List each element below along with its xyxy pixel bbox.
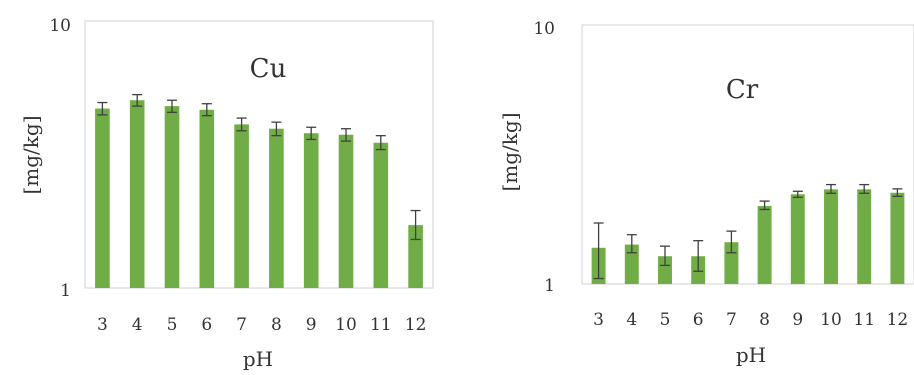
chart-cu-errorbar-ph-7 (236, 117, 247, 132)
chart-cr-errorbar-ph-8 (759, 200, 770, 211)
chart-cu-errorbar-ph-4 (132, 93, 143, 107)
chart-cu-bar-ph-7 (234, 124, 249, 288)
chart-cu-plot-area (84, 20, 434, 289)
chart-cr-errorbar-ph-12 (892, 188, 903, 197)
chart-cr-bar-ph-8 (757, 206, 772, 284)
chart-cu-ytick-top: 10 (49, 16, 71, 36)
chart-cr-bar-ph-10 (824, 189, 838, 284)
chart-cu-xtick-5: 5 (167, 315, 178, 335)
chart-cr-errorbar-ph-6 (693, 240, 704, 272)
chart-cu-bar-ph-10 (338, 134, 354, 288)
chart-cu-bar-ph-8 (269, 128, 284, 288)
chart-cu-xtick-4: 4 (132, 315, 143, 335)
chart-cr-xtick-10: 10 (820, 310, 842, 330)
chart-cu-bar-ph-12 (408, 225, 423, 288)
chart-cr-errorbar-ph-3 (593, 222, 604, 280)
chart-cr-errorbar-ph-5 (660, 245, 670, 267)
chart-cu-bar-ph-3 (95, 108, 110, 289)
chart-cu-xtick-3: 3 (97, 315, 108, 335)
chart-cu-xtick-9: 9 (306, 315, 317, 335)
chart-cu-xtick-12: 12 (405, 315, 427, 335)
chart-cu-errorbar-ph-5 (167, 99, 177, 113)
chart-cr-xtick-9: 9 (792, 310, 803, 330)
chart-cu-xtick-8: 8 (271, 315, 282, 335)
chart-cu-xtick-6: 6 (201, 315, 212, 335)
chart-cu-errorbar-ph-6 (201, 103, 212, 117)
chart-cr-bar-ph-4 (624, 244, 639, 284)
chart-cu-errorbar-ph-8 (271, 121, 282, 137)
chart-cr-xtick-3: 3 (593, 310, 604, 330)
chart-cr-errorbar-ph-9 (792, 190, 803, 199)
chart-cr-xtick-11: 11 (853, 310, 875, 330)
chart-cu-ylabel: [mg/kg] (19, 115, 43, 194)
chart-cu-errorbar-ph-10 (341, 128, 351, 142)
chart-cu-ytick-bottom: 1 (60, 281, 71, 301)
chart-cr-ylabel: [mg/kg] (498, 112, 522, 191)
chart-cu-bar-ph-9 (303, 133, 319, 288)
chart-cr-bar-ph-12 (890, 192, 905, 284)
chart-cu-xtick-11: 11 (370, 315, 392, 335)
chart-cu-xlabel: pH (243, 347, 273, 371)
chart-cr-errorbar-ph-11 (859, 183, 870, 194)
chart-cu-errorbar-ph-9 (306, 126, 317, 141)
chart-cr-xtick-5: 5 (660, 310, 671, 330)
chart-cu-errorbar-ph-3 (97, 101, 108, 116)
chart-cr-xtick-12: 12 (887, 310, 909, 330)
chart-cr-xtick-7: 7 (726, 310, 737, 330)
chart-cr-errorbar-ph-7 (726, 230, 737, 254)
chart-cr-xlabel: pH (736, 343, 766, 367)
chart-cu-bar-ph-6 (199, 109, 215, 288)
chart-cr-xtick-8: 8 (759, 310, 770, 330)
chart-cu-xtick-7: 7 (236, 315, 247, 335)
chart-cu-errorbar-ph-11 (375, 135, 386, 151)
chart-cr-bar-ph-9 (790, 194, 805, 284)
chart-cu-bar-ph-4 (129, 100, 145, 289)
chart-cr-ytick-bottom: 1 (544, 276, 555, 296)
chart-cu-bar-ph-11 (373, 142, 389, 288)
chart-cr-errorbar-ph-4 (626, 234, 637, 254)
chart-cr-title: Cr (726, 75, 759, 105)
chart-cr-xtick-4: 4 (626, 310, 637, 330)
chart-cr-xtick-6: 6 (693, 310, 704, 330)
chart-cu-bar-ph-5 (164, 106, 180, 289)
chart-cu-errorbar-ph-12 (410, 209, 421, 241)
chart-cu-title: Cu (250, 54, 287, 84)
chart-cr-plot-area (581, 24, 914, 285)
chart-cr: Cr [mg/kg] pH 10 1 3 4 5 6 7 8 9 10 11 12 (498, 19, 914, 367)
chart-cu: Cu [mg/kg] pH 10 1 3 4 5 6 7 8 9 10 11 12 (19, 16, 434, 371)
chart-cr-bar-ph-5 (658, 256, 672, 284)
chart-cr-ytick-top: 10 (533, 19, 555, 39)
chart-cu-xtick-10: 10 (335, 315, 357, 335)
chart-cr-bar-ph-11 (857, 189, 872, 284)
chart-cr-errorbar-ph-10 (826, 183, 836, 194)
